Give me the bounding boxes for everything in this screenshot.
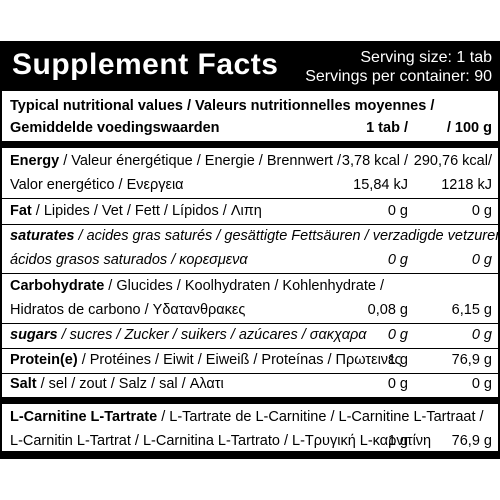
energy-kj-per-100g: 1218 kJ	[441, 177, 492, 193]
fat-per-tab: 0 g	[387, 203, 408, 219]
column-per-tab: 1 tab /	[366, 120, 408, 136]
row-divider	[2, 373, 498, 374]
carbohydrate-label: Carbohydrate / Glucides / Koolhydraten /…	[10, 278, 384, 294]
serving-size: Serving size: 1 tab	[360, 49, 492, 66]
column-per-100g: / 100 g	[446, 120, 492, 136]
protein-per-tab: 1 g	[387, 352, 408, 368]
energy-label: Energy / Valeur énergétique / Energie / …	[10, 153, 342, 169]
energy-label-cont: Valor energético / Ενεργεια	[10, 177, 184, 193]
saturates-per-100g: 0 g	[471, 252, 492, 268]
carbohydrate-per-tab: 0,08 g	[367, 302, 408, 318]
fat-label: Fat / Lipides / Vet / Fett / Lípidos / Λ…	[10, 203, 262, 219]
sugars-label: sugars / sucres / Zucker / suikers / azú…	[10, 327, 367, 343]
saturates-label: saturates / acides gras saturés / gesätt…	[10, 228, 500, 244]
sugars-per-tab: 0 g	[387, 327, 408, 343]
fat-per-100g: 0 g	[471, 203, 492, 219]
row-divider	[2, 323, 498, 324]
l-carnitine-label: L-Carnitine L-Tartrate / L-Tartrate de L…	[10, 409, 484, 425]
energy-kcal-per-tab: 3,78 kcal /	[341, 153, 408, 169]
servings-per-container: Servings per container: 90	[305, 68, 492, 85]
row-divider	[2, 198, 498, 199]
l-carnitine-per-tab: 1 g	[387, 433, 408, 449]
panel-title: Supplement Facts	[12, 48, 279, 81]
bottom-bar	[2, 451, 498, 457]
energy-kcal-per-100g: 290,76 kcal/	[413, 153, 492, 169]
supplement-facts-panel: Supplement Facts Serving size: 1 tab Ser…	[0, 41, 500, 459]
saturates-per-tab: 0 g	[387, 252, 408, 268]
column-header-text: Typical nutritional values / Valeurs nut…	[10, 98, 435, 114]
carbohydrate-per-100g: 6,15 g	[451, 302, 492, 318]
l-carnitine-label-cont: L-Carnitin L-Tartrat / L-Carnitina L-Tar…	[10, 433, 432, 449]
salt-per-100g: 0 g	[471, 376, 492, 392]
row-divider	[2, 273, 498, 274]
salt-label: Salt / sel / zout / Salz / sal / Αλατι	[10, 376, 224, 392]
sugars-per-100g: 0 g	[471, 327, 492, 343]
column-header-text: Gemiddelde voedingswaarden	[10, 120, 220, 136]
protein-label: Protein(e) / Protéines / Eiwit / Eiweiß …	[10, 352, 402, 368]
carbohydrate-label-cont: Hidratos de carbono / Υδατανθρακες	[10, 302, 246, 318]
saturates-label-cont: ácidos grasos saturados / κορεσμενα	[10, 252, 248, 268]
row-divider	[2, 348, 498, 349]
energy-kj-per-tab: 15,84 kJ	[353, 177, 408, 193]
thick-divider	[2, 397, 498, 404]
thick-divider	[2, 141, 498, 148]
row-divider	[2, 224, 498, 225]
salt-per-tab: 0 g	[387, 376, 408, 392]
protein-per-100g: 76,9 g	[451, 352, 492, 368]
panel-header: Supplement Facts Serving size: 1 tab Ser…	[2, 43, 498, 91]
l-carnitine-per-100g: 76,9 g	[451, 433, 492, 449]
